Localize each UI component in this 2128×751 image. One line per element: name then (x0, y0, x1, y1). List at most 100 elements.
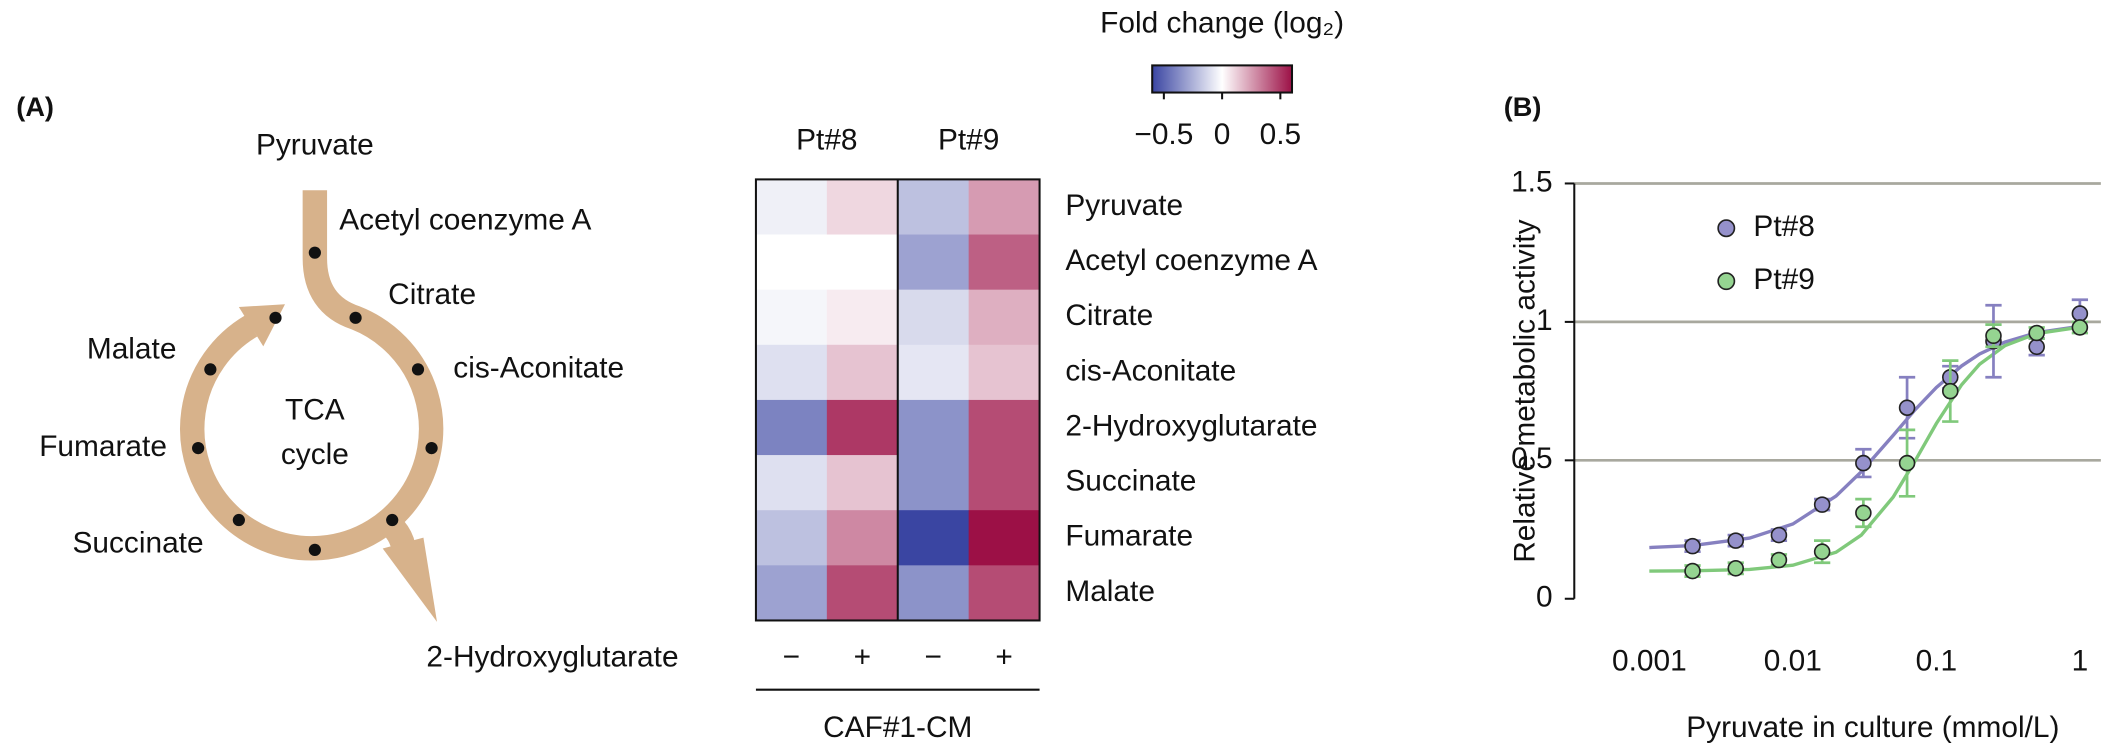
row-label: cis-Aconitate (1065, 354, 1236, 387)
dot (232, 513, 245, 527)
cycle-arrow (180, 190, 444, 561)
colorbar-tick-label: 0 (1214, 118, 1231, 151)
column-label: + (995, 640, 1012, 673)
legend-label: Pt#8 (1753, 210, 1814, 243)
heat-cell (897, 565, 970, 622)
row-label: Fumarate (1065, 520, 1193, 553)
metabolite-label: Citrate (388, 278, 476, 311)
heat-cell (897, 289, 970, 346)
heat-cell (968, 399, 1041, 456)
colorbar (1151, 64, 1294, 94)
data-point (1855, 454, 1872, 472)
dots (192, 246, 438, 556)
metabolite-label: Fumarate (39, 430, 167, 463)
heat-cell (968, 179, 1041, 236)
row-label: 2-Hydroxyglutarate (1065, 409, 1317, 442)
dot (308, 246, 321, 259)
panel-label: (A) (16, 91, 54, 122)
metabolite-label: Malate (87, 332, 177, 365)
dot (192, 442, 205, 455)
heat-cell (755, 179, 828, 236)
data-point (1898, 399, 1916, 416)
data-point (1770, 551, 1788, 569)
heat-cell (897, 399, 970, 456)
heat-cell (968, 344, 1041, 401)
column-group-label: Pt#8 (796, 123, 857, 156)
row-label: Succinate (1065, 465, 1196, 498)
heat-cell (897, 234, 970, 291)
y-tick-label: 1 (1536, 304, 1553, 337)
y-tick-label: 1.5 (1511, 165, 1553, 198)
dot (308, 543, 321, 556)
dot (411, 363, 425, 376)
heat-cell (897, 344, 970, 401)
colorbar-tick-label: −0.5 (1134, 118, 1193, 151)
column-label: − (924, 640, 941, 673)
row-label: Pyruvate (1065, 189, 1183, 222)
dot (204, 363, 217, 376)
y-axis-label: Relative metabolic activity (1509, 219, 1542, 562)
x-tick-label: 0.01 (1764, 644, 1822, 677)
heat-cell (826, 565, 899, 622)
heat-cell (826, 399, 899, 456)
x-tick-label: 1 (2072, 644, 2089, 677)
data-point (1855, 504, 1872, 522)
heat-cell (755, 455, 828, 511)
colorbar-title: Fold change (log₂) (1100, 7, 1344, 40)
heat-cell (755, 510, 828, 567)
dot (349, 311, 362, 324)
x-axis-label: CAF#1-CM (823, 711, 972, 744)
heat-cell (755, 565, 828, 622)
heat-cell (968, 234, 1041, 291)
metabolite-label: 2-Hydroxyglutarate (426, 640, 678, 673)
heat-cell (968, 565, 1041, 622)
data-point (1985, 327, 2002, 345)
heat-cell (968, 510, 1041, 567)
legend-marker (1717, 219, 1736, 238)
fit-line (1649, 325, 2081, 573)
heat-cell (826, 234, 899, 291)
metabolite-label: cis-Aconitate (453, 351, 624, 384)
data-point (2028, 324, 2045, 342)
heat-cell (755, 399, 828, 456)
y-tick-label: 0 (1536, 581, 1553, 614)
heat-cell (755, 234, 828, 291)
heat-cell (968, 455, 1041, 511)
data-point (1813, 543, 1831, 560)
data-point (1684, 537, 1701, 555)
legend-label: Pt#9 (1753, 263, 1814, 296)
metabolite-label: Pyruvate (256, 129, 374, 162)
heat-cell (826, 455, 899, 511)
row-label: Acetyl coenzyme A (1065, 244, 1317, 277)
data-point (1770, 526, 1788, 544)
column-label: + (854, 640, 871, 673)
column-group-label: Pt#9 (938, 123, 999, 156)
colorbar-tick-label: 0.5 (1260, 118, 1301, 151)
heat-cell (755, 289, 828, 346)
heat-cell (755, 344, 828, 401)
heat-cell (897, 510, 970, 567)
tca-diagram (180, 190, 444, 561)
metabolite-label: Acetyl coenzyme A (339, 203, 591, 236)
heat-cell (826, 344, 899, 401)
x-tick-label: 0.1 (1916, 644, 1958, 677)
x-tick-label: 0.001 (1612, 644, 1687, 677)
x-axis-label: Pyruvate in culture (mmol/L) (1686, 711, 2059, 744)
data-point (2071, 319, 2089, 336)
dot (425, 442, 438, 455)
heat-cell (826, 289, 899, 346)
data-point (1941, 382, 1959, 400)
heat-cell (826, 510, 899, 567)
data-point (1684, 562, 1701, 580)
data-point (2071, 305, 2089, 322)
column-label: − (783, 640, 800, 673)
arrowhead (382, 537, 437, 622)
data-point (2028, 338, 2045, 356)
heat-cell (897, 179, 970, 236)
cycle-label: TCA (285, 393, 345, 426)
row-label: Citrate (1065, 299, 1153, 332)
legend-marker (1717, 272, 1736, 291)
dot (269, 311, 282, 324)
